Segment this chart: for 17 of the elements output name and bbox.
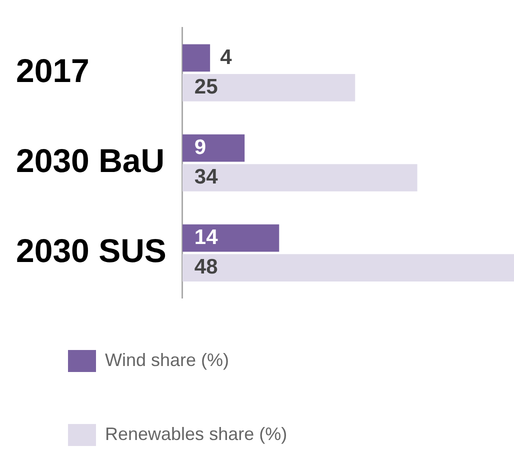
y-tick-label: 2017 [16, 52, 90, 89]
bar [182, 224, 280, 252]
legend-label: Renewables share (%) [105, 424, 288, 444]
y-tick-label: 2030 BaU [16, 142, 165, 179]
legend-label: Wind share (%) [105, 350, 230, 370]
data-label: 48 [194, 256, 218, 279]
bar [182, 164, 418, 192]
bar [182, 44, 210, 72]
data-label: 9 [194, 136, 206, 159]
data-label: 25 [194, 75, 218, 98]
data-label: 34 [194, 166, 218, 189]
data-label: 14 [194, 226, 218, 249]
bar [182, 134, 245, 162]
data-label: 4 [220, 46, 232, 69]
bar [182, 254, 514, 282]
bar [182, 74, 356, 102]
y-tick-label: 2030 SUS [16, 232, 166, 270]
